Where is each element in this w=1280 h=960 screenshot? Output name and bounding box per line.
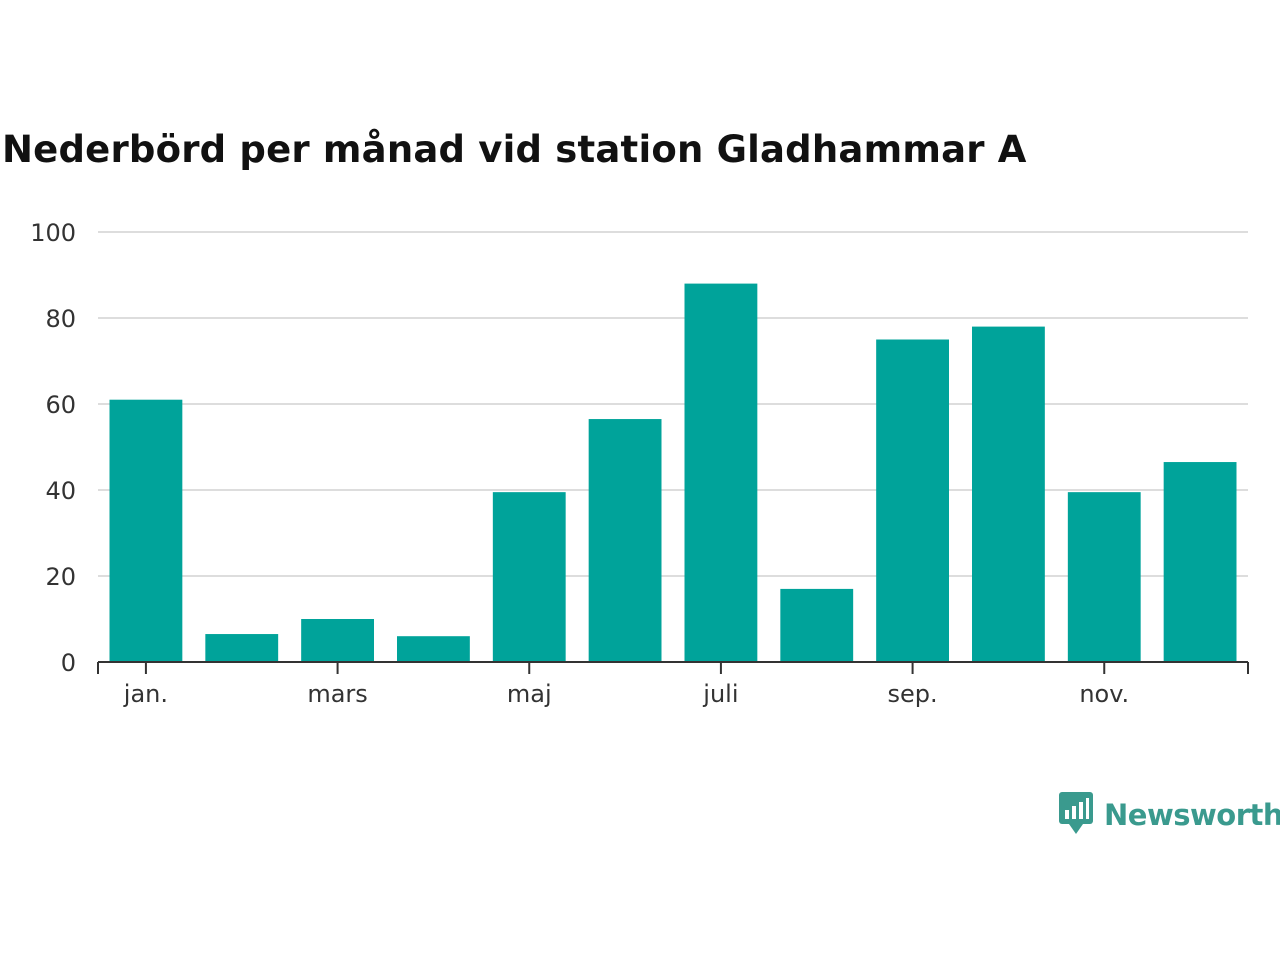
bar-feb <box>205 634 279 662</box>
bar-juli <box>684 283 758 662</box>
bar-juni <box>588 419 662 662</box>
bar-mars <box>301 619 374 662</box>
newsworthy-logo-icon <box>1058 790 1094 840</box>
y-tick-label: 0 <box>61 649 76 677</box>
gridlines <box>98 231 1248 577</box>
bar-jan <box>109 399 183 662</box>
y-tick-labels: 0 20 40 60 80 100 <box>30 219 76 677</box>
x-tick-label: sep. <box>888 680 938 708</box>
bars <box>109 283 1237 662</box>
bar-okt <box>972 326 1045 662</box>
bar-aug <box>780 588 854 662</box>
x-tick-label: nov. <box>1079 680 1129 708</box>
bar-maj <box>492 492 566 662</box>
x-tick-label: maj <box>507 680 552 708</box>
y-tick-label: 40 <box>45 477 76 505</box>
y-tick-label: 60 <box>45 391 76 419</box>
x-tick-label: mars <box>307 680 367 708</box>
newsworthy-logo-text: Newsworthy <box>1104 798 1280 832</box>
y-tick-label: 80 <box>45 305 76 333</box>
bar-dec <box>1163 462 1237 662</box>
y-tick-label: 100 <box>30 219 76 247</box>
x-tick-labels: jan. mars maj juli sep. nov. <box>123 680 1129 708</box>
axes <box>97 661 1249 674</box>
newsworthy-logo: Newsworthy <box>1058 790 1280 840</box>
bar-april <box>397 636 470 662</box>
bar-sep <box>876 339 949 662</box>
x-tick-label: juli <box>702 680 738 708</box>
x-tick-label: jan. <box>123 680 168 708</box>
bar-nov <box>1067 492 1141 662</box>
chart-title: Nederbörd per månad vid station Gladhamm… <box>2 128 1027 171</box>
y-tick-label: 20 <box>45 563 76 591</box>
